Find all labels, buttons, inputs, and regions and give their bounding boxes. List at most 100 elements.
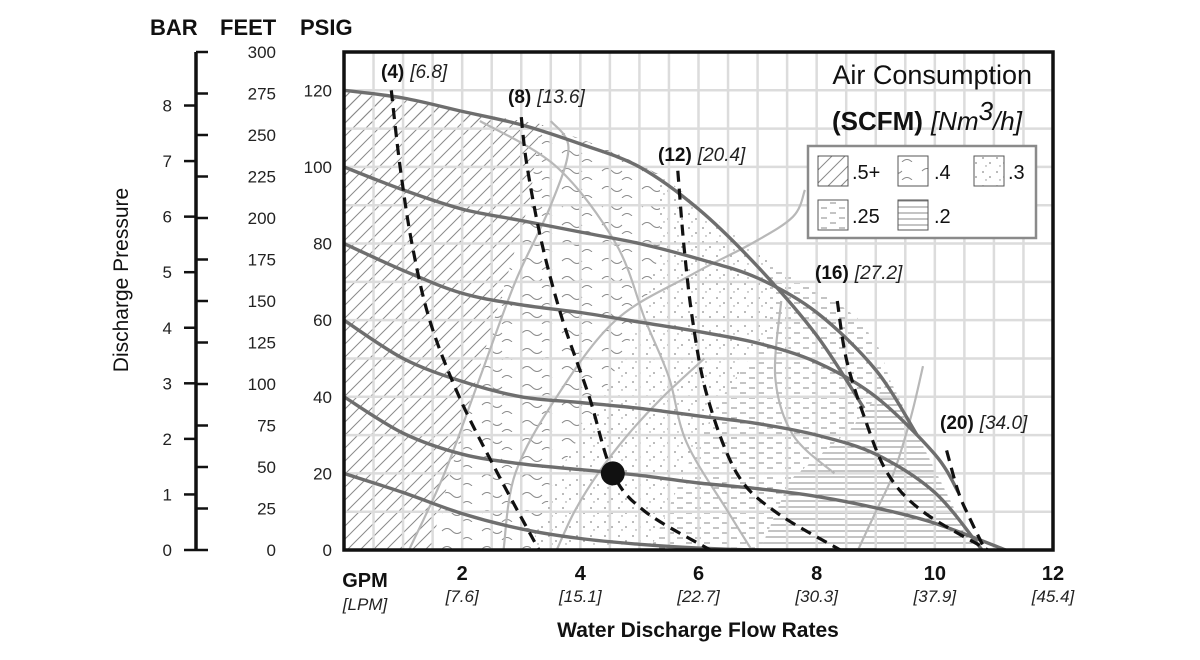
x-tick-gpm: 10: [924, 563, 946, 585]
legend-item-wavy: .4: [897, 155, 951, 187]
x-tick-lpm: [15.1]: [558, 587, 603, 606]
x-tick-gpm: 4: [575, 563, 587, 585]
psig-ticks: 0 20 40 60 80 100 120: [304, 81, 332, 560]
feet-tick-label: 0: [267, 541, 276, 560]
psig-tick-label: 120: [304, 81, 332, 100]
consumption-boundary: [857, 365, 925, 550]
bar-tick-label: 2: [163, 430, 172, 449]
air-curve: [519, 116, 712, 550]
feet-ticks: 0 25 50 75 100 125 150 175 200 225 250 275 300: [196, 43, 276, 560]
pressure-curve: [344, 471, 876, 550]
bar-tick-label: 7: [163, 152, 172, 171]
y-axis-label: Discharge Pressure: [110, 188, 133, 372]
y-axes: BAR FEET PSIG 0 1 2 3 4 5 6 7 8 0 25 50 75 100 125 150…: [110, 15, 353, 560]
air-label-20: (20) [34.0]: [940, 413, 1028, 434]
x-tick-gpm: 6: [693, 563, 704, 585]
psig-tick-label: 20: [313, 464, 332, 483]
bar-ticks: 0 1 2 3 4 5 6 7 8: [163, 97, 196, 560]
feet-tick-label: 25: [257, 500, 276, 519]
legend-item-dashes: .25: [817, 199, 880, 231]
psig-tick-label: 60: [313, 311, 332, 330]
consumption-boundaries: [408, 120, 925, 550]
svg-text:.5+: .5+: [852, 162, 880, 184]
psig-tick-label: 80: [313, 235, 332, 254]
feet-tick-label: 275: [248, 85, 276, 104]
pressure-curve: [344, 88, 866, 410]
feet-tick-label: 225: [248, 168, 276, 187]
x-tick-gpm: 12: [1042, 563, 1064, 585]
bar-tick-label: 4: [163, 319, 172, 338]
consumption-boundary: [773, 300, 836, 475]
x-tick-lpm: [30.3]: [794, 587, 839, 606]
feet-tick-label: 125: [248, 334, 276, 353]
legend-item-dots: .3: [973, 155, 1025, 187]
bar-tick-label: 3: [163, 374, 172, 393]
feet-tick-label: 175: [248, 251, 276, 270]
x-axis-label: Water Discharge Flow Rates: [557, 619, 839, 642]
zone-wavy: [430, 124, 660, 550]
x-tick-lpm: [22.7]: [676, 587, 721, 606]
legend: Air Consumption (SCFM) [Nm3/h] .5+ .4 .3 …: [806, 60, 1038, 240]
air-consumption-curves: [389, 90, 989, 550]
psig-axis-title: PSIG: [300, 15, 353, 40]
air-label-12: (12) [20.4]: [658, 145, 746, 166]
air-curve: [835, 300, 989, 550]
pressure-curve: [344, 318, 984, 550]
feet-tick-label: 150: [248, 292, 276, 311]
feet-tick-label: 50: [257, 458, 276, 477]
pressure-curve: [344, 241, 960, 494]
operating-point: [600, 461, 625, 486]
svg-text:.25: .25: [852, 206, 880, 228]
x-tick-lpm: [7.6]: [445, 587, 480, 606]
psig-tick-label: 100: [304, 158, 332, 177]
chart-title: Air Consumption: [832, 60, 1032, 90]
consumption-boundary: [555, 357, 706, 550]
feet-tick-label: 75: [257, 417, 276, 436]
bar-axis-title: BAR: [150, 15, 198, 40]
bar-tick-label: 6: [163, 208, 172, 227]
air-curve-labels: (4) [6.8] (8) [13.6] (12) [20.4] (16) [27.2]…: [381, 62, 1028, 434]
x-tick-lpm: [37.9]: [913, 587, 958, 606]
air-label-16: (16) [27.2]: [815, 263, 903, 284]
feet-tick-label: 200: [248, 209, 276, 228]
legend-item-hlines: .2: [897, 199, 951, 231]
x-tick-gpm: 8: [811, 563, 822, 585]
x-axis: GPM [LPM] 2 [7.6] 4 [15.1] 6 [22.7] 8 [30.3] 10 […: [342, 563, 1076, 642]
x-ticks: 2 [7.6] 4 [15.1] 6 [22.7] 8 [30.3] 10 [37.9] 12 [45…: [445, 563, 1076, 606]
air-label-8: (8) [13.6]: [508, 87, 585, 108]
svg-text:.4: .4: [934, 162, 951, 184]
feet-axis-title: FEET: [220, 15, 277, 40]
air-curve: [676, 170, 842, 550]
feet-tick-label: 250: [248, 126, 276, 145]
x-unit-sub: [LPM]: [342, 595, 389, 614]
consumption-boundary: [479, 120, 753, 550]
psig-tick-label: 0: [323, 541, 332, 560]
plot-frame: [342, 50, 1055, 552]
psig-tick-label: 40: [313, 388, 332, 407]
air-curve: [389, 90, 541, 550]
x-tick-gpm: 2: [457, 563, 468, 585]
zone-dots: [530, 175, 770, 550]
consumption-boundary: [502, 189, 806, 550]
bar-tick-label: 1: [163, 485, 172, 504]
pressure-curve: [344, 165, 919, 437]
feet-tick-label: 100: [248, 375, 276, 394]
x-unit-main: GPM: [342, 570, 388, 592]
pressure-curves: [344, 88, 1007, 550]
legend-item-hatch: .5+: [817, 155, 880, 187]
bar-tick-label: 0: [163, 541, 172, 560]
svg-text:.3: .3: [1008, 162, 1025, 184]
air-label-4: (4) [6.8]: [381, 62, 448, 83]
pressure-curve: [344, 395, 1007, 550]
legend-units: (SCFM) [Nm3/h]: [832, 96, 1023, 136]
consumption-boundary: [408, 120, 570, 550]
bar-tick-label: 8: [163, 97, 172, 116]
zone-dashes: [650, 260, 890, 550]
air-curve: [945, 449, 987, 550]
x-tick-lpm: [45.4]: [1031, 587, 1076, 606]
feet-tick-label: 300: [248, 43, 276, 62]
svg-text:.2: .2: [934, 206, 951, 228]
bar-tick-label: 5: [163, 263, 172, 282]
